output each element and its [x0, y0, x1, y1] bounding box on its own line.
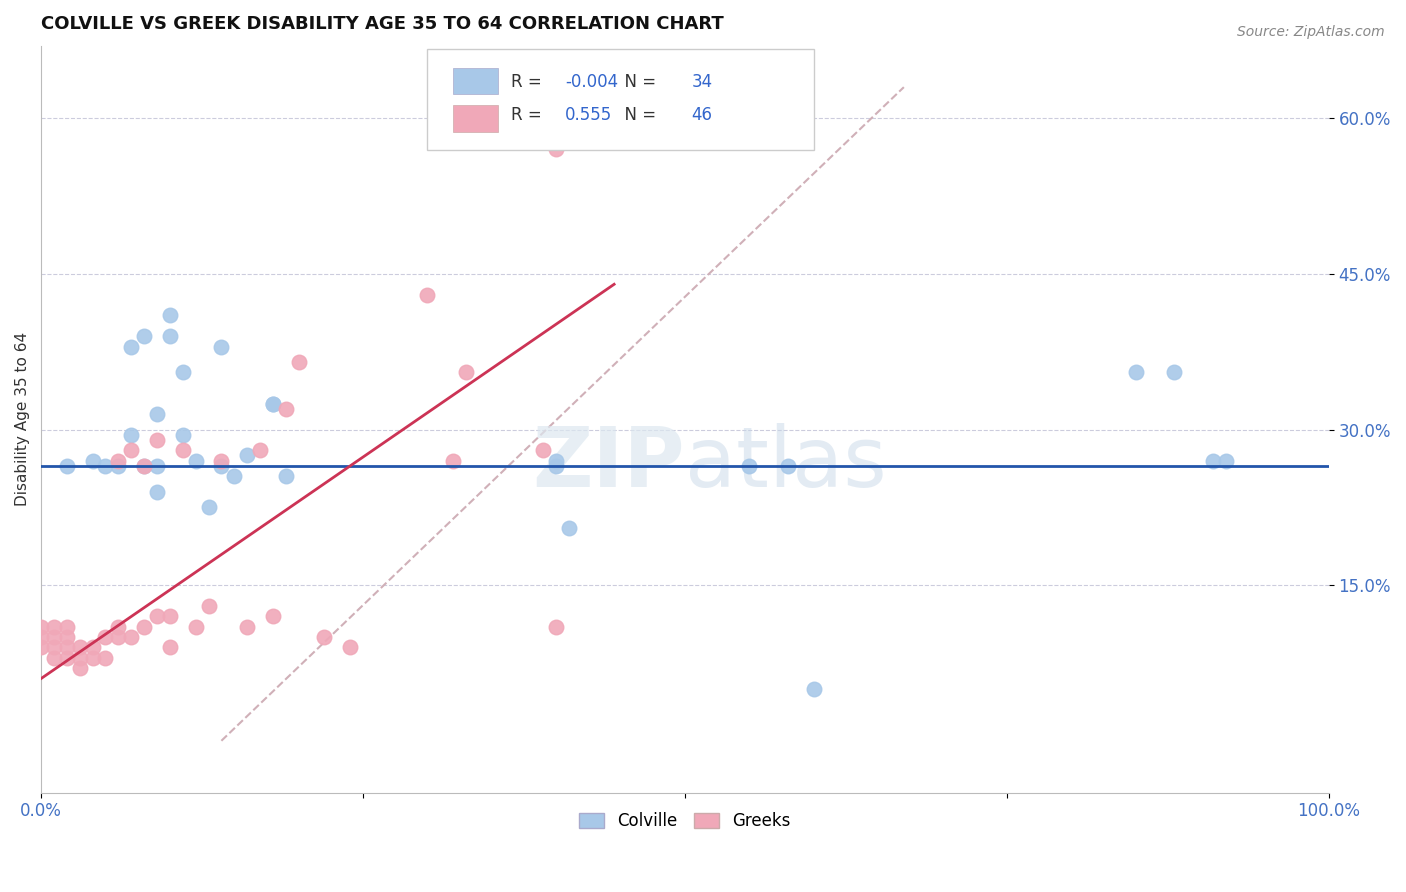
Text: 34: 34 [692, 72, 713, 90]
Point [56, 650, 79, 665]
Point [56, 640, 79, 655]
Point [120, 427, 142, 442]
Text: R =: R = [512, 106, 553, 124]
Point [107, 620, 129, 634]
Point [531, 443, 554, 458]
Point [184, 620, 207, 634]
Point [546, 458, 568, 473]
Point [803, 681, 825, 696]
Point [42, 650, 65, 665]
Point [209, 453, 232, 467]
Text: atlas: atlas [685, 424, 887, 505]
Text: N =: N = [614, 72, 661, 90]
Point [82, 650, 104, 665]
Point [224, 469, 246, 483]
Point [30, 630, 52, 644]
Point [146, 433, 169, 447]
Point [159, 609, 181, 624]
Text: Source: ZipAtlas.com: Source: ZipAtlas.com [1237, 25, 1385, 39]
Point [339, 640, 361, 655]
Point [249, 443, 271, 458]
Point [738, 458, 761, 473]
Point [120, 630, 142, 644]
Point [558, 521, 581, 535]
FancyBboxPatch shape [453, 68, 498, 95]
Point [1215, 453, 1237, 467]
Point [197, 599, 219, 613]
Point [546, 620, 568, 634]
Point [134, 620, 156, 634]
Point [94, 458, 117, 473]
Point [274, 401, 297, 416]
Point [209, 339, 232, 353]
Point [1125, 366, 1147, 380]
Text: ZIP: ZIP [533, 424, 685, 505]
Point [441, 453, 464, 467]
Point [454, 366, 477, 380]
Point [546, 453, 568, 467]
Point [69, 640, 91, 655]
Point [262, 609, 284, 624]
Point [69, 650, 91, 665]
Point [30, 640, 52, 655]
Point [134, 458, 156, 473]
Point [42, 640, 65, 655]
Point [236, 620, 259, 634]
Point [94, 630, 117, 644]
Point [107, 453, 129, 467]
Point [82, 640, 104, 655]
Point [262, 396, 284, 410]
Point [56, 458, 79, 473]
FancyBboxPatch shape [427, 49, 814, 150]
Point [1202, 453, 1225, 467]
Point [159, 309, 181, 323]
FancyBboxPatch shape [453, 105, 498, 132]
Point [776, 458, 799, 473]
Point [134, 458, 156, 473]
Point [236, 449, 259, 463]
Point [94, 650, 117, 665]
Y-axis label: Disability Age 35 to 64: Disability Age 35 to 64 [15, 332, 30, 507]
Point [184, 453, 207, 467]
Point [146, 458, 169, 473]
Point [262, 396, 284, 410]
Text: 46: 46 [692, 106, 713, 124]
Point [42, 630, 65, 644]
Point [146, 407, 169, 421]
Text: 0.555: 0.555 [565, 106, 613, 124]
Point [209, 458, 232, 473]
Point [314, 630, 336, 644]
Point [134, 329, 156, 343]
Point [56, 630, 79, 644]
Point [546, 143, 568, 157]
Point [197, 500, 219, 515]
Text: -0.004: -0.004 [565, 72, 619, 90]
Point [172, 427, 194, 442]
Legend: Colville, Greeks: Colville, Greeks [572, 805, 797, 837]
Point [1163, 366, 1185, 380]
Point [416, 287, 439, 301]
Point [146, 609, 169, 624]
Point [159, 640, 181, 655]
Point [146, 484, 169, 499]
Point [30, 620, 52, 634]
Point [120, 339, 142, 353]
Point [172, 443, 194, 458]
Point [172, 366, 194, 380]
Point [42, 620, 65, 634]
Text: N =: N = [614, 106, 661, 124]
Text: COLVILLE VS GREEK DISABILITY AGE 35 TO 64 CORRELATION CHART: COLVILLE VS GREEK DISABILITY AGE 35 TO 6… [41, 15, 724, 33]
Point [274, 469, 297, 483]
Point [107, 458, 129, 473]
Text: R =: R = [512, 72, 547, 90]
Point [56, 620, 79, 634]
Point [159, 329, 181, 343]
Point [120, 443, 142, 458]
Point [107, 630, 129, 644]
Point [82, 453, 104, 467]
Point [69, 661, 91, 675]
Point [287, 355, 309, 369]
